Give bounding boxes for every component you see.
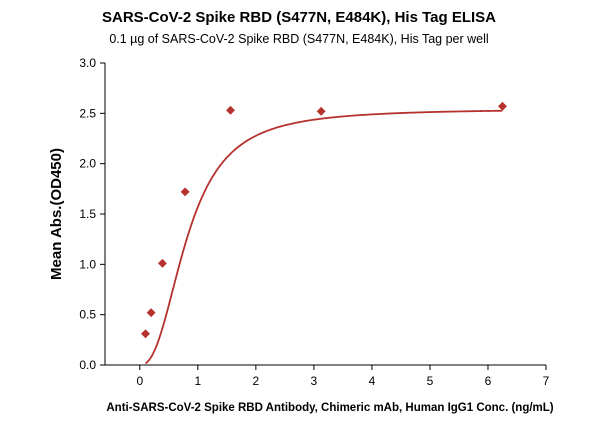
y-axis-title: Mean Abs.(OD450) [48, 148, 65, 280]
data-point [140, 329, 151, 339]
y-tick-label: 0.5 [79, 308, 96, 322]
data-point [316, 106, 326, 116]
plot-area [104, 63, 546, 366]
data-point [497, 101, 508, 111]
x-tick-label: 5 [427, 374, 434, 388]
y-tick-label: 3.0 [79, 56, 96, 70]
fit-curve-layer [144, 109, 503, 365]
x-axis-title: Anti-SARS-CoV-2 Spike RBD Antibody, Chim… [106, 402, 553, 414]
data-point [157, 258, 167, 268]
y-tick-label: 0.0 [79, 358, 96, 372]
data-point [146, 308, 156, 318]
chart-subtitle: 0.1 µg of SARS-CoV-2 Spike RBD (S477N, E… [109, 32, 488, 46]
data-point [225, 105, 236, 115]
y-tick-label: 1.5 [79, 207, 96, 221]
x-tick-label: 2 [253, 374, 260, 388]
x-tick-label: 4 [369, 374, 376, 388]
fit-curve [144, 109, 503, 365]
x-tick-label: 3 [311, 374, 318, 388]
x-tick-label: 1 [194, 374, 201, 388]
y-tick-label: 2.0 [79, 157, 96, 171]
x-tick-label: 7 [543, 374, 550, 388]
x-tick-label: 6 [485, 374, 492, 388]
y-tick-label: 2.5 [79, 106, 96, 120]
x-tick-label: 0 [136, 374, 143, 388]
chart-title: SARS-CoV-2 Spike RBD (S477N, E484K), His… [102, 9, 496, 26]
data-point [180, 187, 190, 197]
x-axis-ticks: 0 1 2 3 4 5 6 7 [136, 365, 550, 388]
data-points-layer [140, 101, 508, 339]
y-tick-label: 1.0 [79, 257, 96, 271]
y-axis-ticks: 0.0 0.5 1.0 1.5 2.0 2.5 3.0 [79, 56, 105, 372]
